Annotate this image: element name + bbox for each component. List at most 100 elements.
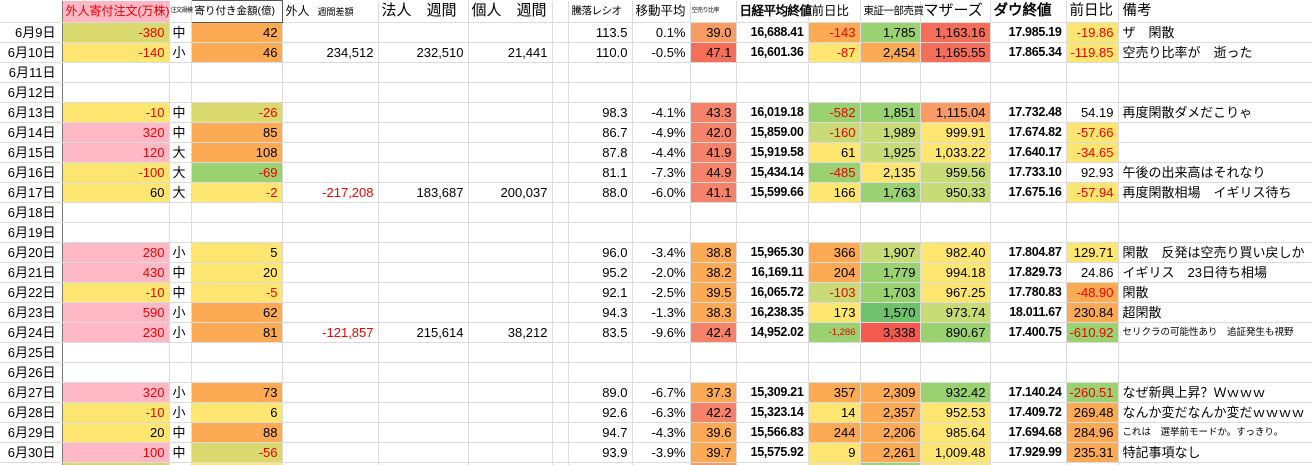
cell-gaijin[interactable]: [62, 62, 170, 83]
cell-dow[interactable]: 18.011.67: [990, 302, 1067, 323]
cell-ratio[interactable]: 88.0: [568, 182, 633, 203]
cell-yori[interactable]: 85: [191, 122, 283, 143]
cell-dow[interactable]: [990, 62, 1067, 83]
cell-gw[interactable]: [282, 462, 379, 465]
cell-diff[interactable]: [808, 82, 861, 103]
cell-diff[interactable]: [808, 362, 861, 383]
cell-hw[interactable]: [378, 342, 469, 363]
cell-hw[interactable]: [378, 82, 469, 103]
cell-diff[interactable]: 204: [808, 262, 861, 283]
cell-short[interactable]: [690, 222, 737, 243]
header-individual-weekly[interactable]: 個人 週間: [468, 0, 553, 23]
cell-diff[interactable]: -143: [808, 22, 861, 43]
header-nikkei-change[interactable]: 前日比: [808, 0, 861, 23]
cell-sp[interactable]: [552, 342, 569, 363]
cell-date[interactable]: 6月9日: [0, 22, 63, 43]
cell-short[interactable]: 39.5: [690, 282, 737, 303]
cell-remark[interactable]: セリクラの可能性あり 追証発生も視野: [1118, 322, 1312, 343]
cell-dow[interactable]: [990, 202, 1067, 223]
cell-nikkei[interactable]: [736, 62, 809, 83]
cell-ma[interactable]: -3.4%: [632, 242, 691, 263]
cell-dow[interactable]: [990, 82, 1067, 103]
cell-nikkei[interactable]: 15,323.14: [736, 402, 809, 423]
cell-nikkei[interactable]: 15,599.66: [736, 182, 809, 203]
cell-hw[interactable]: [378, 22, 469, 43]
cell-mothers[interactable]: 952.53: [920, 402, 991, 423]
cell-ma[interactable]: [632, 362, 691, 383]
cell-hw[interactable]: 183,687: [378, 182, 469, 203]
cell-mothers[interactable]: [920, 62, 991, 83]
cell-nikkei[interactable]: [736, 222, 809, 243]
cell-tosho[interactable]: [860, 202, 921, 223]
cell-sp[interactable]: [552, 162, 569, 183]
cell-mothers[interactable]: [920, 82, 991, 103]
cell-diff[interactable]: -87: [808, 42, 861, 63]
cell-ratio[interactable]: 110.0: [568, 42, 633, 63]
cell-remark[interactable]: なんか変だなんか変だｗｗｗｗ: [1118, 402, 1312, 423]
cell-ma[interactable]: -7.3%: [632, 162, 691, 183]
cell-gaijin[interactable]: 320: [62, 382, 170, 403]
corner-cell[interactable]: [0, 0, 63, 23]
cell-hw[interactable]: [378, 102, 469, 123]
cell-short[interactable]: 39.0: [690, 22, 737, 43]
cell-diff[interactable]: 366: [808, 242, 861, 263]
cell-tosho[interactable]: 2,357: [860, 402, 921, 423]
cell-size[interactable]: [169, 222, 192, 243]
cell-kw[interactable]: [468, 242, 553, 263]
cell-size[interactable]: 小: [169, 382, 192, 403]
cell-dowdiff[interactable]: [1066, 82, 1119, 103]
cell-size[interactable]: 小: [169, 242, 192, 263]
cell-gw[interactable]: [282, 142, 379, 163]
cell-kw[interactable]: [468, 162, 553, 183]
cell-remark[interactable]: [1118, 122, 1312, 143]
cell-tosho[interactable]: [860, 62, 921, 83]
cell-size[interactable]: 中: [169, 262, 192, 283]
cell-gaijin[interactable]: [62, 202, 170, 223]
cell-ma[interactable]: -9.6%: [632, 322, 691, 343]
cell-yori[interactable]: [191, 222, 283, 243]
cell-yori[interactable]: 46: [191, 42, 283, 63]
cell-kw[interactable]: [468, 102, 553, 123]
cell-remark[interactable]: [1118, 62, 1312, 83]
cell-tosho[interactable]: 2,454: [860, 42, 921, 63]
cell-diff[interactable]: -160: [808, 122, 861, 143]
cell-diff[interactable]: -582: [808, 102, 861, 123]
cell-gw[interactable]: [282, 282, 379, 303]
header-mothers-index[interactable]: マザーズ: [920, 0, 991, 23]
cell-sp[interactable]: [552, 122, 569, 143]
cell-tosho[interactable]: 1,763: [860, 182, 921, 203]
cell-yori[interactable]: -2: [191, 182, 283, 203]
cell-yori[interactable]: -26: [191, 102, 283, 123]
cell-diff[interactable]: [808, 202, 861, 223]
cell-dowdiff[interactable]: 129.71: [1066, 242, 1119, 263]
cell-diff[interactable]: 14: [808, 402, 861, 423]
cell-ratio[interactable]: [568, 82, 633, 103]
cell-mothers[interactable]: 982.40: [920, 242, 991, 263]
cell-date[interactable]: 6月20日: [0, 242, 63, 263]
cell-date[interactable]: 6月11日: [0, 62, 63, 83]
cell-dow[interactable]: 17.400.75: [990, 322, 1067, 343]
cell-remark[interactable]: [1118, 222, 1312, 243]
cell-ma[interactable]: [632, 62, 691, 83]
header-moving-average[interactable]: 移動平均: [632, 0, 691, 23]
cell-date[interactable]: 6月30日: [0, 442, 63, 463]
cell-hw[interactable]: [378, 262, 469, 283]
cell-yori[interactable]: 73: [191, 382, 283, 403]
cell-ma[interactable]: -6.0%: [632, 182, 691, 203]
cell-tosho[interactable]: [860, 82, 921, 103]
cell-dowdiff[interactable]: -19.86: [1066, 22, 1119, 43]
cell-size[interactable]: 中: [169, 22, 192, 43]
cell-dowdiff[interactable]: 54.19: [1066, 102, 1119, 123]
cell-date[interactable]: 6月28日: [0, 402, 63, 423]
cell-size[interactable]: [169, 62, 192, 83]
cell-nikkei[interactable]: [736, 82, 809, 103]
cell-ratio[interactable]: [568, 202, 633, 223]
cell-short[interactable]: 38.2: [690, 262, 737, 283]
cell-remark[interactable]: 午後の出来高はそれなり: [1118, 162, 1312, 183]
cell-gaijin[interactable]: -380: [62, 22, 170, 43]
cell-diff[interactable]: 166: [808, 182, 861, 203]
cell-hw[interactable]: [378, 442, 469, 463]
cell-nikkei[interactable]: 16,601.36: [736, 42, 809, 63]
cell-sp[interactable]: [552, 202, 569, 223]
cell-gaijin[interactable]: 60: [62, 182, 170, 203]
